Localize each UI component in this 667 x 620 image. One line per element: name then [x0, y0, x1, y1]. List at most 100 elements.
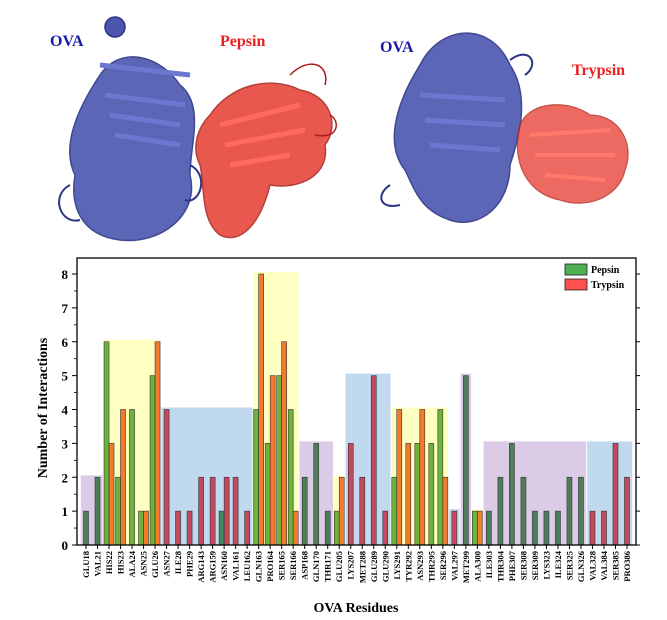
bar-trypsin-asn160	[223, 476, 230, 546]
bar-trypsin-his23	[120, 409, 126, 546]
bar-trypsin-lys291	[396, 409, 403, 546]
y-axis-label: Number of Interactions	[36, 337, 51, 478]
x-tick-label-arg159: ARG159	[208, 551, 218, 583]
bar-pepsin-lys323	[543, 510, 550, 546]
bar-pepsin-glu26	[149, 375, 156, 546]
legend-label-pepsin: Pepsin	[591, 265, 620, 276]
x-tick-label-ile324: ILE324	[553, 550, 563, 578]
ova-label-left: OVA	[50, 33, 84, 50]
bar-trypsin-glu290	[382, 510, 389, 546]
bar-pepsin-ala24	[129, 409, 135, 546]
bar-pepsin-ile303	[486, 510, 492, 546]
bar-trypsin-tyr292	[405, 443, 412, 546]
bar-trypsin-ala300	[477, 510, 483, 546]
bar-trypsin-val384	[601, 510, 607, 546]
x-tick-label-glu18: GLU18	[81, 551, 91, 578]
bar-pepsin-asp168	[301, 476, 308, 546]
bar-pepsin-asn160	[218, 510, 225, 546]
x-tick-label-gln163: GLN163	[254, 551, 264, 582]
y-tick-label: 8	[62, 267, 69, 282]
bar-pepsin-glu205	[333, 510, 340, 546]
y-tick-label: 5	[62, 369, 69, 384]
pepsin-protein-ribbon	[195, 63, 337, 239]
x-tick-label-asp168: ASP168	[300, 551, 310, 580]
bar-trypsin-glu205	[338, 476, 345, 546]
bar-trypsin-glu26	[154, 341, 161, 546]
x-tick-label-val21: VAL21	[93, 551, 103, 576]
bar-trypsin-pro386	[624, 476, 630, 546]
x-tick-label-his23: HIS23	[116, 551, 126, 574]
bar-trypsin-ser385	[612, 443, 619, 546]
bar-trypsin-ser165	[281, 341, 287, 546]
x-tick-label-met299: MET299	[461, 551, 471, 583]
x-tick-label-gln170: GLN170	[311, 551, 321, 582]
x-tick-label-ser165: SER165	[277, 551, 287, 580]
x-tick-label-asn160: ASN160	[219, 551, 229, 581]
x-tick-label-ala24: ALA24	[127, 550, 137, 577]
ova-protein-ribbon	[380, 32, 534, 223]
bar-pepsin-gln170	[313, 443, 320, 546]
bar-trypsin-asn293	[419, 409, 426, 546]
bar-pepsin-val21	[94, 476, 101, 546]
bar-trypsin-asn27	[163, 409, 170, 546]
bar-pepsin-met299	[463, 375, 469, 546]
bar-pepsin-ala300	[472, 510, 478, 546]
bar-trypsin-ser296	[442, 476, 449, 546]
x-tick-label-glu290: GLU290	[380, 551, 390, 582]
bar-trypsin-met288	[359, 476, 366, 546]
x-tick-label-val297: VAL297	[449, 550, 459, 580]
y-tick-label: 6	[62, 335, 69, 350]
bar-trypsin-his22	[108, 443, 115, 546]
bar-pepsin-thr295	[428, 443, 435, 546]
bar-trypsin-lys207	[347, 443, 354, 546]
x-tick-label-thr304: THR304	[495, 550, 505, 582]
bar-trypsin-gln163	[258, 273, 264, 546]
bar-pepsin-asn25	[138, 510, 144, 546]
bar-trypsin-ser166	[292, 510, 299, 546]
y-tick-label: 0	[62, 538, 69, 553]
x-tick-label-phe307: PHE307	[507, 550, 517, 581]
x-tick-label-glu289: GLU289	[369, 551, 379, 582]
bar-trypsin-val328	[589, 510, 596, 546]
legend-swatch-pepsin	[564, 263, 588, 276]
bar-pepsin-thr171	[324, 510, 331, 546]
legend-label-trypsin: Trypsin	[591, 280, 625, 291]
x-tick-label-lys323: LYS323	[541, 551, 551, 580]
x-tick-label-thr295: THR295	[426, 551, 436, 582]
trypsin-label: Trypsin	[572, 62, 626, 79]
bar-pepsin-thr304	[497, 476, 504, 546]
plot-frame	[76, 257, 637, 546]
x-tick-label-arg143: ARG143	[196, 551, 206, 583]
x-tick-label-ile28: ILE28	[173, 551, 183, 574]
ova-trypsin-structure	[380, 32, 629, 223]
bar-pepsin-ser309	[532, 510, 538, 546]
x-tick-label-lys291: LYS291	[392, 551, 402, 580]
x-tick-label-ser308: SER308	[518, 551, 528, 580]
bar-pepsin-lys291	[391, 476, 398, 546]
interaction-bar-chart: GLU18 VAL21 HIS22 HIS23 ALA24 ASN25 GLU26 ASN27…	[36, 257, 640, 616]
x-tick-label-lys207: LYS207	[346, 550, 356, 579]
x-tick-label-val384: VAL384	[599, 550, 609, 580]
bar-pepsin-asn293	[414, 443, 421, 546]
bar-pepsin-glu18	[83, 510, 89, 546]
x-tick-label-met288: MET288	[357, 551, 367, 583]
bar-trypsin-ile28	[175, 510, 181, 546]
x-tick-label-ser309: SER309	[530, 551, 540, 580]
x-tick-label-gln326: GLN326	[576, 551, 586, 582]
trypsin-protein-ribbon	[516, 104, 629, 204]
bar-pepsin-gln163	[253, 409, 259, 546]
y-tick-label: 2	[62, 470, 69, 485]
legend-swatch-trypsin	[564, 278, 588, 291]
bar-trypsin-glu289	[370, 375, 377, 546]
x-tick-label-ile303: ILE303	[484, 551, 494, 578]
y-tick-label: 4	[62, 403, 69, 418]
bar-pepsin-pro164	[264, 443, 271, 546]
x-tick-label-phe29: PHE29	[185, 551, 195, 577]
x-tick-label-ala300: ALA300	[472, 551, 482, 582]
bar-pepsin-ser308	[520, 476, 527, 546]
x-tick-label-ser325: SER325	[564, 551, 574, 580]
ova-label-right: OVA	[380, 39, 414, 56]
x-tick-label-glu205: GLU205	[334, 551, 344, 582]
x-tick-label-asn27: ASN27	[162, 550, 172, 576]
bar-trypsin-val161	[232, 476, 239, 546]
